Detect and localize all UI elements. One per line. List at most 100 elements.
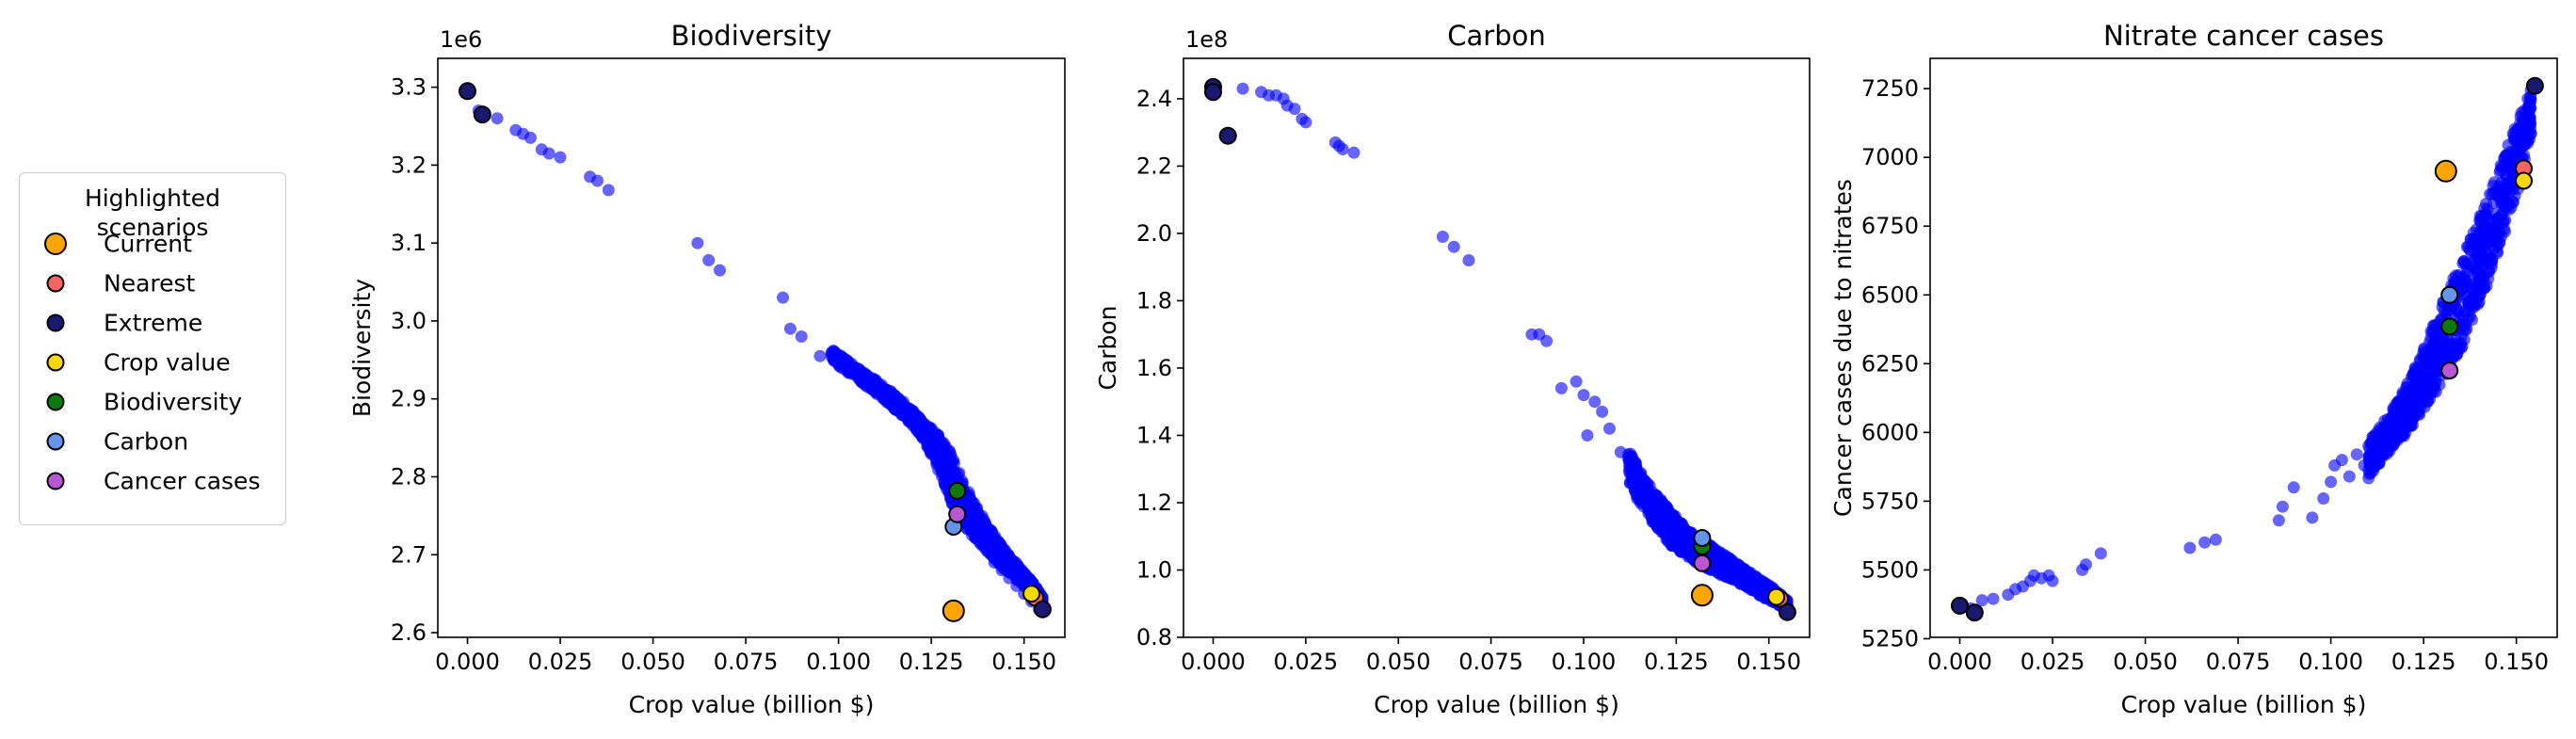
- scatter-point: [2418, 361, 2431, 374]
- scatter-point: [2358, 458, 2371, 472]
- scatter-point: [855, 375, 867, 388]
- scatter-point: [2389, 423, 2402, 436]
- scatter-point: [491, 112, 504, 125]
- scatter-point: [1554, 381, 1568, 394]
- scatter-point: [1577, 389, 1590, 402]
- scatter-point: [2287, 481, 2300, 494]
- legend-marker: [46, 313, 65, 332]
- scatter-point: [1681, 537, 1694, 550]
- scatter-point: [980, 544, 993, 557]
- scatter-point: [2473, 242, 2487, 255]
- highlight-point-biodiversity: [2440, 317, 2459, 336]
- scatter-point: [2493, 166, 2506, 179]
- legend-item: Nearest: [20, 264, 285, 303]
- scatter-point: [2511, 146, 2524, 159]
- scatter-point: [2476, 281, 2489, 294]
- legend-label: Biodiversity: [104, 388, 243, 416]
- scatter-point: [2384, 432, 2397, 445]
- scatter-point: [602, 184, 615, 197]
- x-tick-label: 0.025: [528, 649, 593, 675]
- axis-offset-text: 1e8: [1185, 26, 1228, 53]
- scatter-point: [944, 448, 958, 461]
- legend-label: Crop value: [104, 348, 231, 377]
- scatter-point: [1462, 254, 1475, 266]
- scatter-point: [1747, 580, 1761, 593]
- legend-item: Extreme: [20, 303, 285, 343]
- chart-panel-1: 0.000 0.025 0.050 0.075 0.100 0.125 0.150 2.6 2.…: [348, 20, 1066, 718]
- legend-item: Current: [20, 224, 285, 264]
- highlight-point-carbon: [1693, 529, 1712, 547]
- scatter-point: [1669, 530, 1682, 543]
- legend-item: Crop value: [20, 343, 285, 382]
- scatter-point: [1003, 571, 1016, 585]
- highlight-point-extreme: [1965, 603, 1984, 622]
- x-tick-label: 0.050: [2113, 649, 2178, 675]
- scatter-point: [1570, 375, 1583, 388]
- scatter-point: [878, 385, 892, 398]
- scatter-point: [795, 330, 808, 343]
- y-tick-label: 3.3: [391, 74, 427, 101]
- scatter-point: [850, 365, 863, 378]
- y-tick-label: 1.0: [1136, 556, 1172, 583]
- legend-marker: [46, 432, 65, 451]
- highlight-point-crop-value: [1022, 585, 1040, 603]
- scatter-point: [1581, 429, 1594, 442]
- scatter-point: [1987, 592, 2000, 605]
- x-tick-label: 0.000: [1181, 649, 1246, 675]
- scatter-point: [2306, 511, 2319, 524]
- x-tick-label: 0.125: [899, 649, 964, 675]
- scatter-point: [1596, 405, 1609, 418]
- y-axis-label: Carbon: [1094, 305, 1121, 390]
- y-tick-label: 2.2: [1136, 153, 1172, 179]
- scatter-point: [1010, 579, 1023, 592]
- scatter-point: [591, 174, 604, 187]
- y-tick-label: 7000: [1861, 144, 1919, 170]
- scatter-point: [1975, 594, 1988, 607]
- scatter-point: [1603, 422, 1616, 435]
- legend-marker: [46, 393, 65, 411]
- highlight-point-cancer-cases: [1693, 554, 1712, 572]
- scatter-point: [2521, 137, 2535, 150]
- y-tick-label: 1.2: [1136, 490, 1172, 516]
- x-tick-label: 0.000: [435, 649, 500, 675]
- scatter-point: [936, 466, 949, 479]
- y-tick-label: 2.8: [391, 463, 427, 490]
- y-tick-label: 5750: [1861, 488, 1919, 514]
- highlight-point-extreme: [1033, 600, 1052, 619]
- scatter-point: [777, 291, 789, 304]
- x-tick-label: 0.150: [2484, 649, 2549, 675]
- scatter-point: [973, 533, 986, 546]
- y-tick-label: 0.8: [1136, 624, 1172, 651]
- x-tick-label: 0.150: [1736, 649, 1801, 675]
- y-tick-label: 2.6: [391, 619, 427, 646]
- highlight-point-cancer-cases: [948, 505, 967, 523]
- scatter-point: [2198, 536, 2212, 549]
- x-tick-label: 0.025: [2021, 649, 2085, 675]
- scatter-point: [2381, 416, 2393, 429]
- y-tick-label: 5250: [1861, 625, 1919, 651]
- scatter-point: [1638, 474, 1651, 487]
- y-tick-label: 3.1: [391, 230, 427, 256]
- scatter-point: [2499, 181, 2511, 194]
- scatter-point: [714, 264, 726, 277]
- scatter-point: [1588, 395, 1602, 409]
- highlight-point-extreme: [1951, 596, 1969, 615]
- highlight-point-extreme: [2525, 76, 2544, 95]
- scatter-point: [2343, 470, 2356, 483]
- y-tick-label: 6750: [1861, 213, 1919, 239]
- legend-label: Current: [104, 230, 192, 258]
- scatter-point: [1660, 500, 1673, 513]
- highlight-point-extreme: [473, 105, 491, 124]
- scatter-point: [702, 253, 716, 266]
- highlight-point-crop-value: [2515, 171, 2533, 190]
- scatter-point: [524, 131, 537, 144]
- x-tick-label: 0.075: [714, 649, 779, 675]
- x-tick-label: 0.125: [2391, 649, 2456, 675]
- legend-title-line2: scenarios: [96, 214, 209, 241]
- legend-label: Carbon: [104, 427, 189, 456]
- scatter-point: [2476, 222, 2489, 235]
- scatter-point: [2325, 475, 2338, 489]
- chart-panel-2: 0.000 0.025 0.050 0.075 0.100 0.125 0.150 0.8 1.…: [1094, 20, 1811, 718]
- scatter-point: [1019, 570, 1032, 584]
